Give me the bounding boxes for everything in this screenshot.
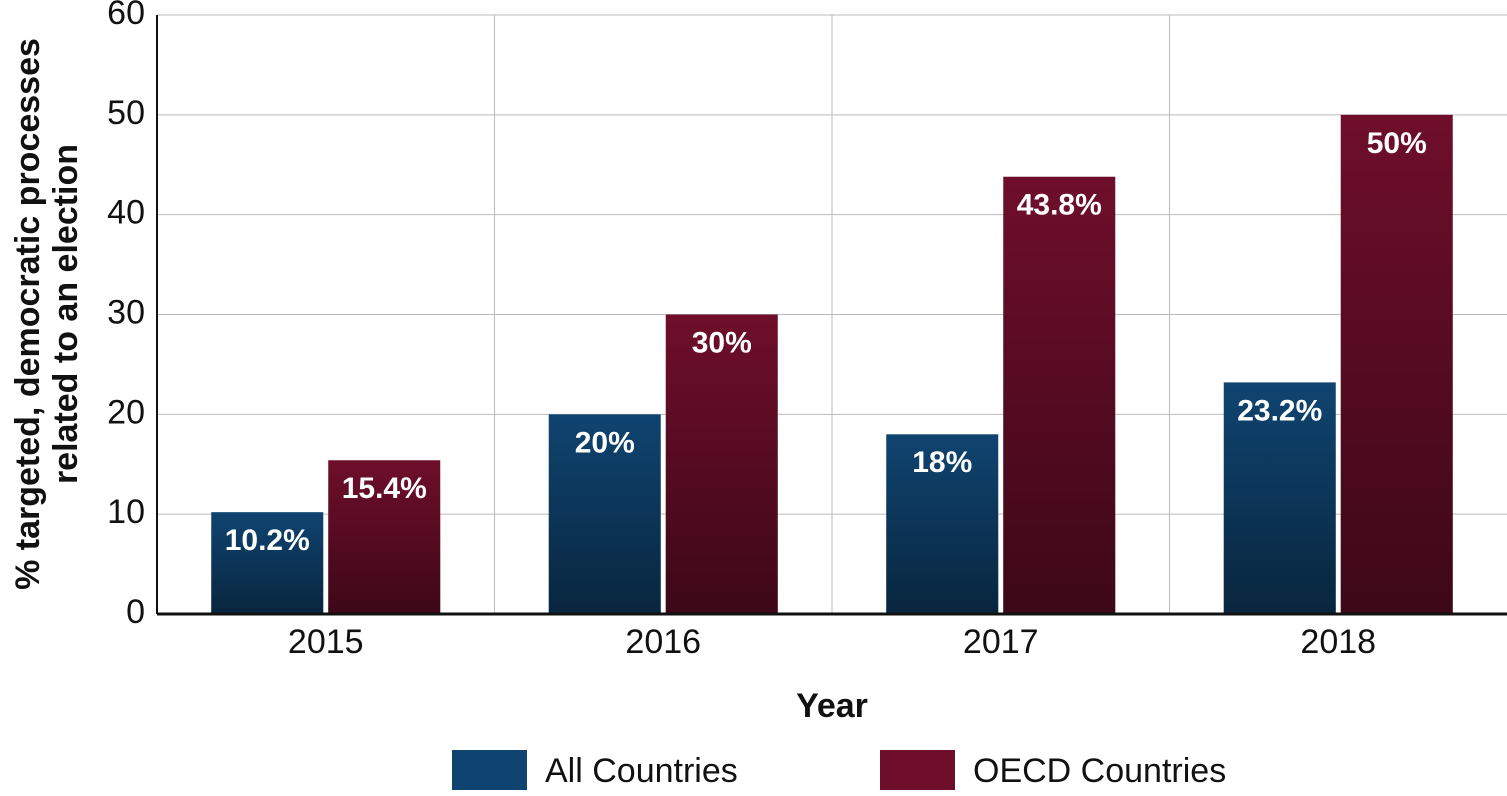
value-label: 50% (1367, 127, 1427, 160)
value-label: 23.2% (1237, 394, 1322, 427)
legend-swatch (880, 750, 955, 790)
y-axis-title-line: related to an election (47, 144, 85, 484)
value-label: 10.2% (225, 524, 310, 557)
legend-label: OECD Countries (973, 752, 1226, 790)
legend-swatch (452, 750, 527, 790)
y-tick-label: 60 (107, 0, 145, 32)
x-tick-label: 2018 (1300, 623, 1376, 661)
bar-shade (328, 460, 441, 614)
x-tick-label: 2016 (625, 623, 701, 661)
x-tick-label: 2015 (288, 623, 364, 661)
x-tick-label: 2017 (963, 623, 1039, 661)
y-tick-label: 20 (107, 393, 145, 431)
bar-shade (886, 434, 999, 614)
y-tick-label: 0 (126, 593, 145, 631)
y-tick-label: 30 (107, 293, 145, 331)
bar-shade (211, 512, 324, 614)
value-label: 20% (575, 426, 635, 459)
bar-shade (1223, 382, 1336, 614)
bar-shade (665, 314, 778, 614)
bar-shade (1340, 114, 1453, 614)
y-tick-label: 40 (107, 194, 145, 232)
value-label: 30% (692, 326, 752, 359)
legend-label: All Countries (545, 752, 738, 790)
y-tick-label: 50 (107, 94, 145, 132)
bar-shade (548, 414, 661, 614)
value-label: 18% (912, 446, 972, 479)
y-tick-label: 10 (107, 493, 145, 531)
y-axis-title-line: % targeted, democratic processes (9, 38, 47, 590)
value-label: 15.4% (342, 472, 427, 505)
x-axis-title: Year (796, 687, 868, 725)
bar-shade (1003, 176, 1116, 615)
value-label: 43.8% (1017, 189, 1102, 222)
y-axis-title: % targeted, democratic processes related… (9, 38, 85, 590)
